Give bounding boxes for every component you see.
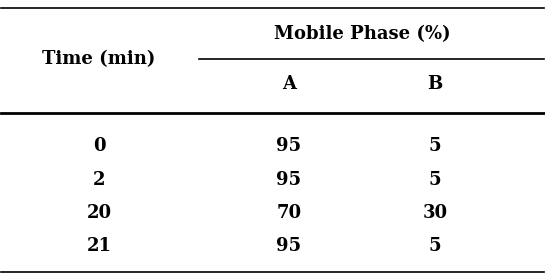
Text: 2: 2 — [93, 170, 105, 189]
Text: 5: 5 — [429, 170, 441, 189]
Text: Time (min): Time (min) — [43, 50, 156, 68]
Text: Mobile Phase (%): Mobile Phase (%) — [274, 26, 450, 44]
Text: 5: 5 — [429, 137, 441, 155]
Text: B: B — [427, 75, 443, 93]
Text: 95: 95 — [276, 237, 301, 255]
Text: 95: 95 — [276, 137, 301, 155]
Text: A: A — [282, 75, 296, 93]
Text: 95: 95 — [276, 170, 301, 189]
Text: 30: 30 — [422, 204, 448, 222]
Text: 5: 5 — [429, 237, 441, 255]
Text: 20: 20 — [87, 204, 112, 222]
Text: 0: 0 — [93, 137, 105, 155]
Text: 70: 70 — [276, 204, 301, 222]
Text: 21: 21 — [87, 237, 112, 255]
